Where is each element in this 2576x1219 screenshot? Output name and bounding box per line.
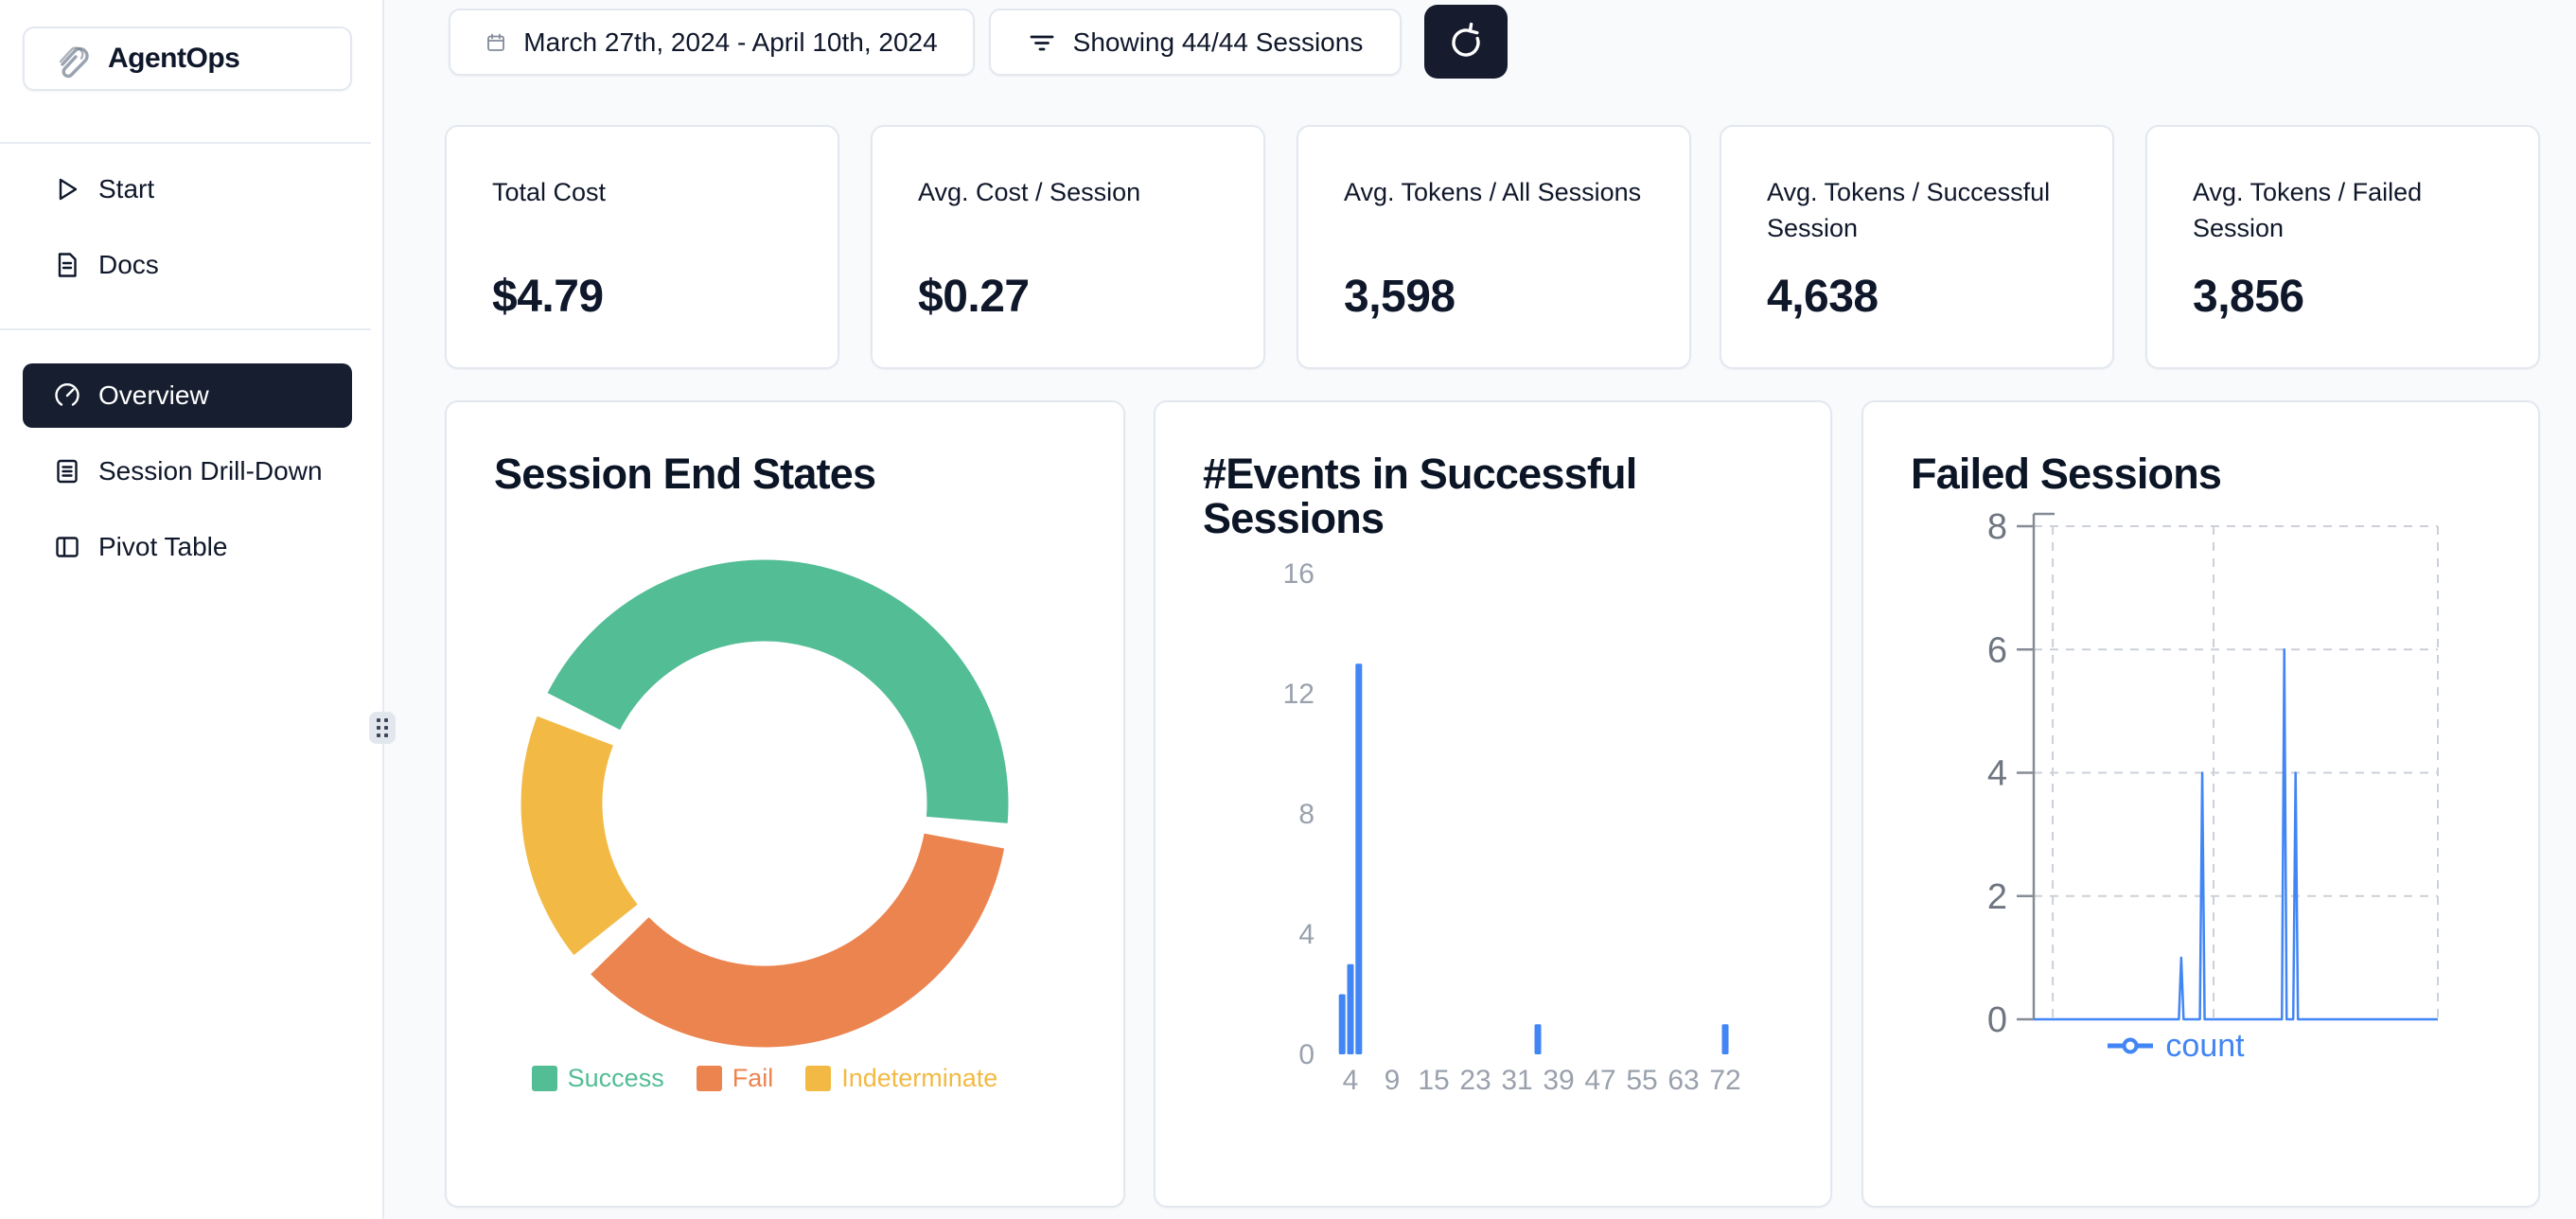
stat-card-total-cost: Total Cost $4.79: [445, 125, 839, 369]
refresh-icon: [1452, 22, 1480, 57]
stat-card-avg-tokens-all: Avg. Tokens / All Sessions 3,598: [1297, 125, 1691, 369]
stat-card-avg-tokens-successful: Avg. Tokens / Successful Session 4,638: [1720, 125, 2114, 369]
stat-value: $4.79: [492, 272, 604, 322]
refresh-button[interactable]: [1424, 5, 1508, 79]
chart-title: Failed Sessions: [1911, 450, 2222, 498]
svg-text:8: 8: [1298, 799, 1314, 830]
sidebar-item-pivot-table[interactable]: Pivot Table: [23, 521, 352, 574]
sidebar-divider: [0, 142, 371, 144]
svg-text:2: 2: [1987, 877, 2007, 917]
svg-text:16: 16: [1283, 558, 1314, 590]
sidebar-item-label: Overview: [98, 380, 209, 410]
svg-text:47: 47: [1584, 1065, 1615, 1096]
calendar-icon: [487, 33, 505, 51]
svg-text:4: 4: [1298, 919, 1314, 950]
drag-dots-icon: [376, 717, 389, 738]
svg-text:0: 0: [1987, 1000, 2007, 1040]
stat-value: 4,638: [1767, 272, 1879, 322]
stat-label: Avg. Tokens / Failed Session: [2193, 178, 2423, 242]
legend-label: Fail: [732, 1063, 774, 1092]
svg-text:63: 63: [1667, 1065, 1699, 1096]
stat-value: 3,598: [1344, 272, 1456, 322]
events-histogram-card: #Events in Successful Sessions 4 9 15 23 31 3…: [1154, 400, 1832, 1208]
sidebar-divider: [0, 328, 371, 330]
svg-text:39: 39: [1543, 1065, 1574, 1096]
sidebar: AgentOps Start Docs Overview: [0, 0, 396, 1219]
sidebar-item-label: Pivot Table: [98, 532, 228, 561]
fail-swatch-icon: [696, 1065, 722, 1091]
svg-text:4: 4: [1343, 1065, 1359, 1096]
stat-label: Avg. Tokens / Successful Session: [1767, 178, 2051, 242]
columns-layout-icon: [56, 537, 79, 557]
donut-legend: Success Fail Indeterminate: [447, 1057, 1083, 1099]
stat-label: Avg. Cost / Session: [918, 178, 1141, 206]
svg-text:55: 55: [1626, 1065, 1657, 1096]
stat-card-avg-cost-session: Avg. Cost / Session $0.27: [871, 125, 1265, 369]
line-marker-icon: [2108, 1037, 2154, 1054]
legend-item-fail[interactable]: Fail: [696, 1063, 774, 1093]
sidebar-item-session-drill-down[interactable]: Session Drill-Down: [23, 445, 352, 498]
svg-text:31: 31: [1501, 1065, 1532, 1096]
svg-text:4: 4: [1987, 754, 2007, 794]
svg-text:72: 72: [1709, 1065, 1740, 1096]
paperclip-logo-icon: [59, 46, 89, 79]
failed-sessions-line-chart[interactable]: 0 2 4 6 8: [1863, 402, 2542, 1210]
filter-lines-icon: [1030, 35, 1054, 50]
stat-card-avg-tokens-failed: Avg. Tokens / Failed Session 3,856: [2145, 125, 2540, 369]
document-lines-icon: [57, 459, 78, 484]
legend-item-indeterminate[interactable]: Indeterminate: [805, 1064, 997, 1093]
legend-label: Indeterminate: [841, 1063, 998, 1092]
count-legend-label: count: [2165, 1027, 2245, 1064]
date-range-button[interactable]: March 27th, 2024 - April 10th, 2024: [449, 9, 975, 76]
stat-value: $0.27: [918, 272, 1030, 322]
svg-text:6: 6: [1987, 630, 2007, 670]
sidebar-item-label: Session Drill-Down: [98, 456, 323, 486]
count-legend[interactable]: count: [1863, 1025, 2488, 1067]
svg-text:9: 9: [1385, 1065, 1401, 1096]
stat-value: 3,856: [2193, 272, 2304, 322]
stat-label: Avg. Tokens / All Sessions: [1344, 178, 1642, 206]
chart-title: #Events in Successful Sessions: [1203, 450, 1637, 542]
sidebar-item-overview[interactable]: Overview: [23, 363, 352, 428]
logo[interactable]: AgentOps: [23, 26, 352, 91]
sidebar-item-docs[interactable]: Docs: [23, 238, 352, 292]
failed-sessions-card: Failed Sessions 0 2 4 6 8 count: [1861, 400, 2540, 1208]
legend-item-success[interactable]: Success: [531, 1063, 664, 1093]
date-range-label: March 27th, 2024 - April 10th, 2024: [523, 26, 938, 57]
sessions-filter-button[interactable]: Showing 44/44 Sessions: [989, 9, 1402, 76]
sidebar-resize-handle[interactable]: [369, 712, 396, 744]
svg-text:23: 23: [1459, 1065, 1491, 1096]
sidebar-item-label: Start: [98, 174, 155, 203]
session-end-states-card: Session End States Success Fail Indeterm…: [445, 400, 1125, 1208]
svg-text:0: 0: [1298, 1039, 1314, 1070]
logo-text: AgentOps: [108, 43, 240, 74]
stat-label: Total Cost: [492, 178, 607, 206]
success-swatch-icon: [531, 1065, 557, 1091]
legend-label: Success: [567, 1063, 664, 1092]
play-icon: [59, 178, 78, 201]
svg-text:8: 8: [1987, 507, 2007, 547]
sessions-filter-label: Showing 44/44 Sessions: [1072, 26, 1364, 57]
chart-title: Session End States: [494, 450, 876, 498]
document-icon: [58, 253, 77, 277]
sidebar-item-label: Docs: [98, 250, 159, 279]
svg-text:12: 12: [1283, 679, 1314, 710]
svg-text:15: 15: [1418, 1065, 1449, 1096]
session-end-states-donut[interactable]: [447, 402, 1127, 1210]
gauge-icon: [55, 382, 79, 406]
sidebar-item-start[interactable]: Start: [23, 163, 352, 216]
indeterminate-swatch-icon: [805, 1065, 832, 1091]
